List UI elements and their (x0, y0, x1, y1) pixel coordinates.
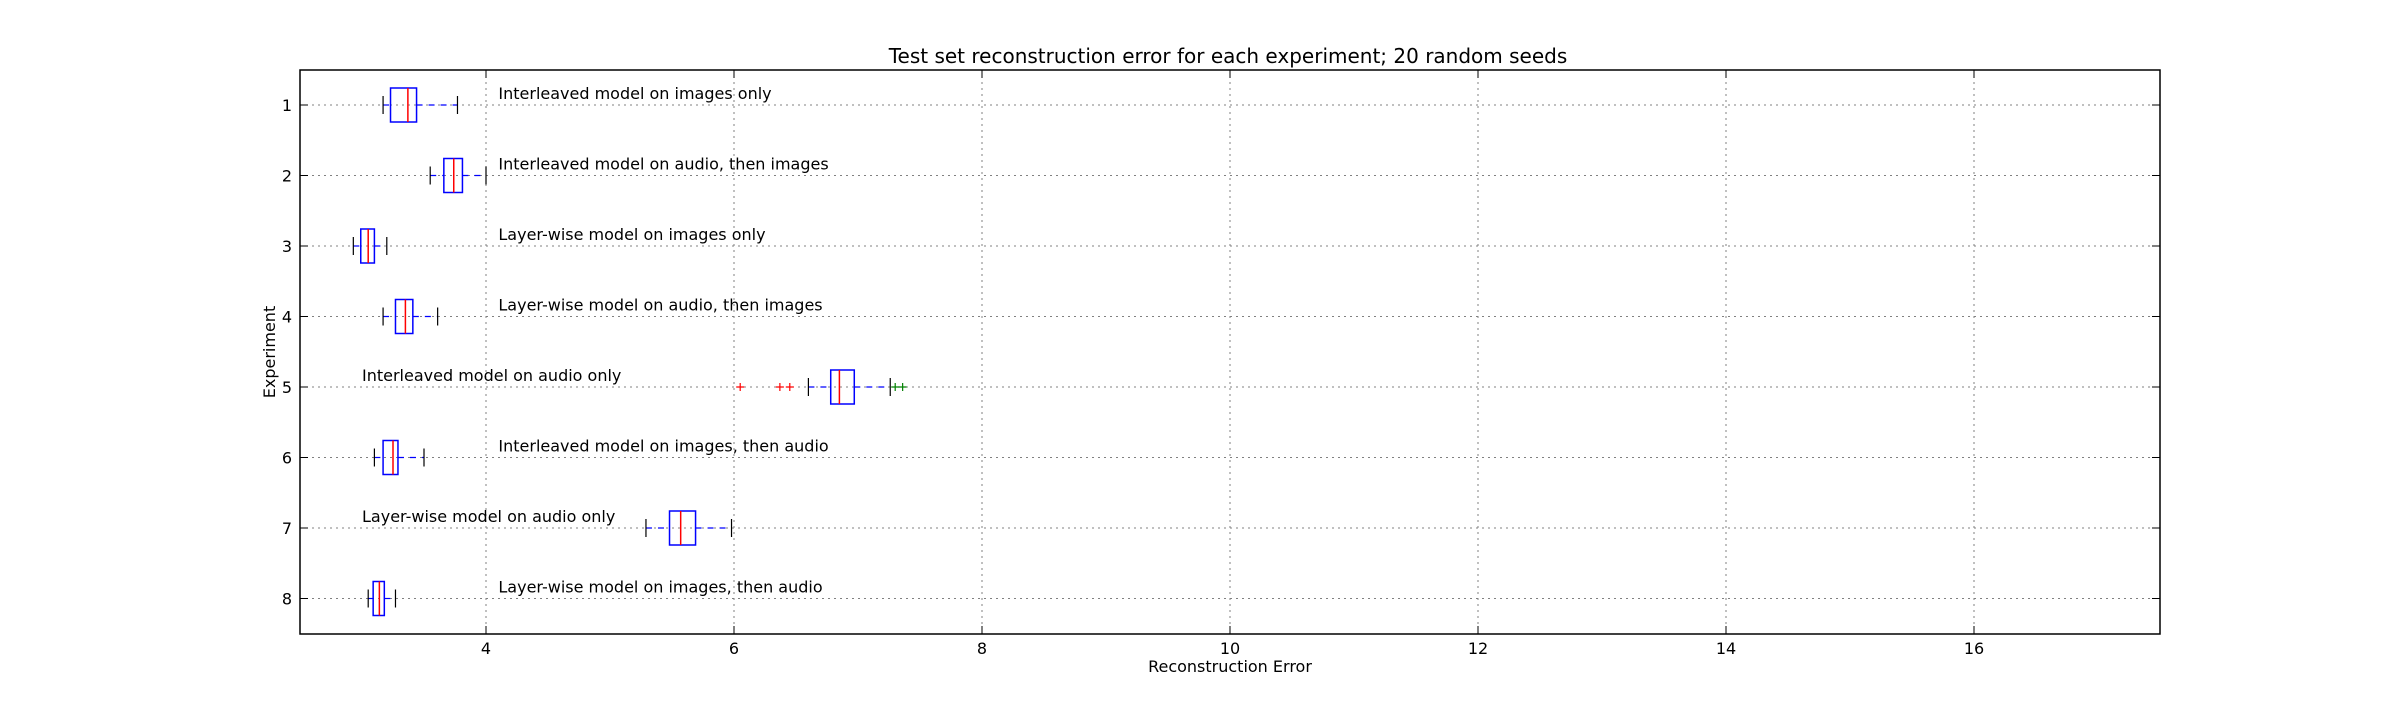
iqr-box (829, 369, 856, 405)
experiment-annotation: Layer-wise model on images only (498, 225, 765, 244)
x-tick-label: 6 (729, 639, 739, 658)
experiment-annotation: Interleaved model on images only (498, 84, 771, 103)
box-experiment-3: Layer-wise model on images only (352, 225, 766, 264)
x-tick-label: 12 (1468, 639, 1488, 658)
experiment-annotation: Interleaved model on audio only (362, 366, 621, 385)
y-tick-label: 5 (282, 378, 292, 397)
y-tick-label: 6 (282, 449, 292, 468)
x-tick-label: 10 (1220, 639, 1240, 658)
y-tick-label: 1 (282, 96, 292, 115)
y-tick-label: 7 (282, 519, 292, 538)
outlier-point (775, 383, 784, 391)
box-experiment-4: Layer-wise model on audio, then images (382, 296, 823, 335)
x-tick-label: 4 (481, 639, 491, 658)
experiment-annotation: Layer-wise model on audio only (362, 507, 615, 526)
x-tick-label: 14 (1716, 639, 1736, 658)
box-experiment-8: Layer-wise model on images, then audio (367, 578, 823, 617)
iqr-box (389, 87, 418, 123)
iqr-box (668, 510, 697, 546)
x-axis-label: Reconstruction Error (1148, 657, 1312, 676)
y-tick-label: 3 (282, 237, 292, 256)
box-experiment-7: Layer-wise model on audio only (362, 507, 733, 546)
boxplot-series: Interleaved model on images only Interlea… (352, 84, 907, 617)
x-tick-label: 16 (1964, 639, 1984, 658)
outlier-point (736, 383, 745, 391)
experiment-annotation: Layer-wise model on audio, then images (498, 296, 822, 315)
box-experiment-5: Interleaved model on audio only (362, 366, 907, 405)
experiment-annotation: Interleaved model on images, then audio (498, 437, 828, 456)
experiment-annotation: Interleaved model on audio, then images (498, 155, 828, 174)
box-experiment-1: Interleaved model on images only (382, 84, 772, 123)
box-experiment-2: Interleaved model on audio, then images (429, 155, 829, 194)
chart-title: Test set reconstruction error for each e… (888, 44, 1568, 68)
y-axis-label: Experiment (260, 306, 279, 398)
outlier-point (785, 383, 794, 391)
box-experiment-6: Interleaved model on images, then audio (373, 437, 829, 476)
y-tick-label: 8 (282, 590, 292, 609)
outlier-point (891, 383, 900, 391)
iqr-box (382, 439, 399, 476)
y-tick-label: 4 (282, 308, 292, 327)
grid-lines (300, 70, 2160, 634)
outlier-point (898, 383, 907, 391)
y-tick-label: 2 (282, 167, 292, 186)
x-tick-label: 8 (977, 639, 987, 658)
iqr-box (394, 298, 414, 335)
experiment-annotation: Layer-wise model on images, then audio (498, 578, 822, 597)
